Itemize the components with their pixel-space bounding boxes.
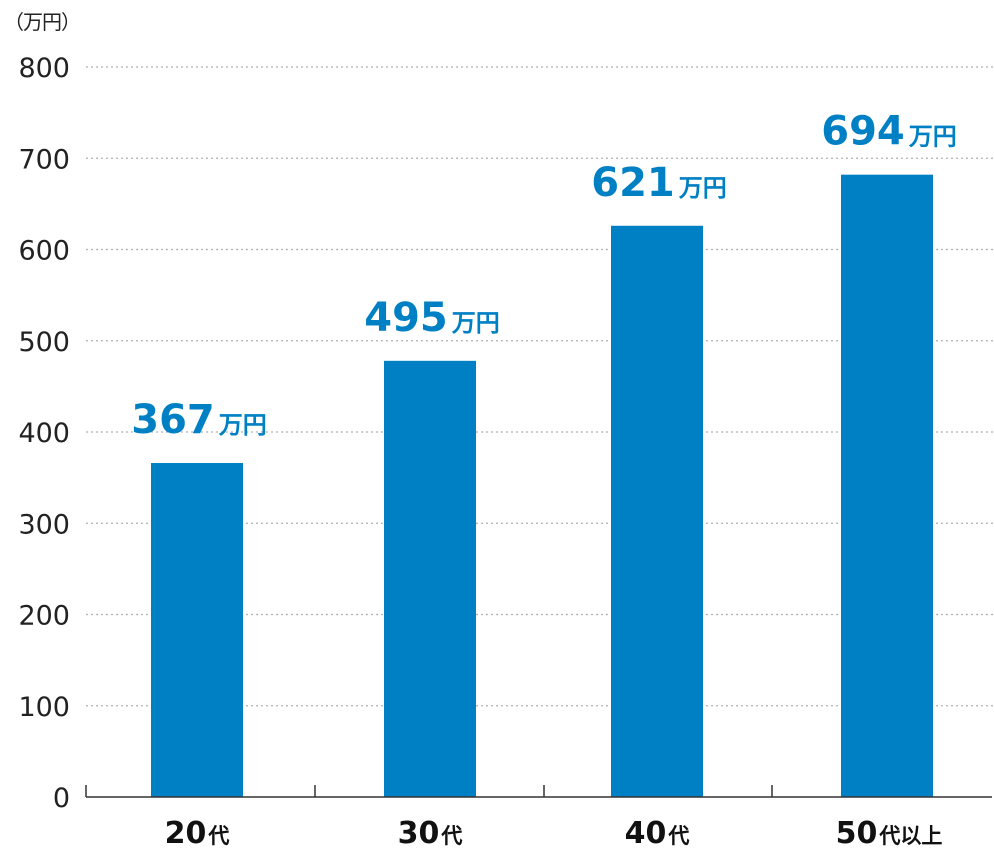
- x-tick-label-20: 20代: [165, 816, 230, 849]
- y-tick-label-200: 200: [18, 601, 70, 632]
- data-label-367: 367 万円: [131, 397, 267, 443]
- data-label-unit: 万円: [452, 309, 500, 337]
- y-tick-label-600: 600: [18, 236, 70, 267]
- bars: [151, 174, 933, 798]
- bar-30: [384, 360, 476, 797]
- data-label-unit: 万円: [679, 174, 727, 202]
- y-tick-label-400: 400: [18, 418, 70, 449]
- x-tick-label-40: 40代: [625, 816, 690, 849]
- x-tick-label-30: 30代: [398, 816, 463, 849]
- x-axis-ticks: 20代 30代 40代 50代以上: [165, 816, 943, 849]
- bar-50: [841, 174, 933, 798]
- x-tick-number: 20: [165, 816, 207, 849]
- data-label-value: 621: [591, 160, 675, 206]
- data-label-unit: 万円: [909, 123, 957, 151]
- y-tick-label-0: 0: [53, 783, 70, 814]
- data-label-621: 621 万円: [591, 160, 727, 206]
- data-label-unit: 万円: [219, 411, 267, 439]
- x-axis: [85, 785, 992, 798]
- x-tick-number: 40: [625, 816, 667, 849]
- x-tick-number: 50: [836, 816, 878, 849]
- y-tick-label-100: 100: [18, 692, 70, 723]
- bar-20: [151, 463, 243, 797]
- y-tick-label-500: 500: [18, 327, 70, 358]
- y-tick-label-800: 800: [18, 53, 70, 84]
- x-tick-label-50: 50代以上: [836, 816, 943, 849]
- data-label-694: 694 万円: [821, 109, 957, 155]
- y-axis-ticks: 0 100 200 300 400 500 600 700 800: [18, 53, 70, 814]
- y-tick-label-300: 300: [18, 509, 70, 540]
- x-tick-suffix: 代: [440, 824, 462, 848]
- data-label-495: 495 万円: [364, 295, 500, 341]
- data-label-value: 367: [131, 397, 215, 443]
- y-axis-unit-label: （万円）: [4, 10, 81, 34]
- y-tick-label-700: 700: [18, 144, 70, 175]
- x-tick-suffix: 代以上: [878, 824, 942, 848]
- data-label-value: 694: [821, 109, 905, 155]
- x-tick-suffix: 代: [207, 824, 229, 848]
- bar-40: [611, 225, 703, 797]
- data-label-value: 495: [364, 295, 448, 341]
- x-tick-suffix: 代: [667, 824, 689, 848]
- x-tick-number: 30: [398, 816, 440, 849]
